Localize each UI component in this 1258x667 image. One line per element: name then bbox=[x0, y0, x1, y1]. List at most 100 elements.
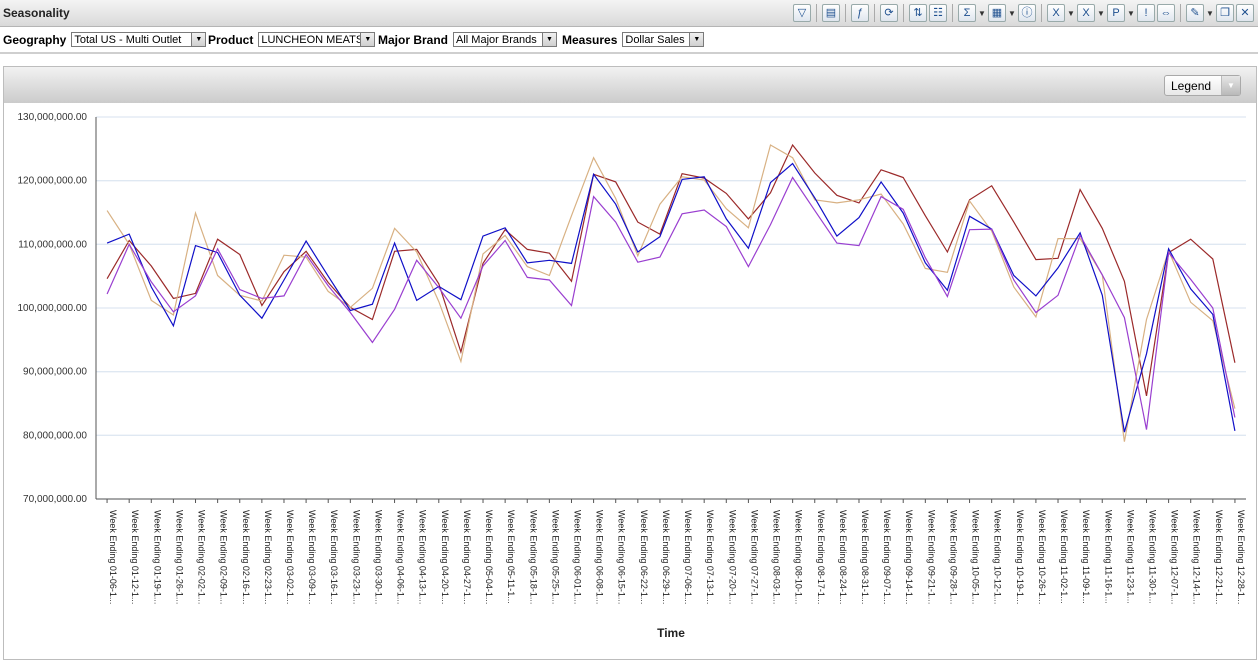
y-tick-label: 110,000,000.00 bbox=[18, 239, 87, 250]
grid-icon[interactable]: ▦ bbox=[988, 4, 1006, 22]
major-brand-label: Major Brand bbox=[378, 32, 449, 47]
product-select[interactable]: LUNCHEON MEATS ▼ bbox=[258, 32, 376, 47]
toolbar-separator bbox=[903, 4, 904, 22]
major-brand-select[interactable]: All Major Brands ▼ bbox=[453, 32, 558, 47]
x-tick-label: Week Ending 09-07-1... bbox=[882, 510, 892, 604]
chevron-down-icon[interactable]: ▼ bbox=[978, 8, 986, 18]
measures-select[interactable]: Dollar Sales ▼ bbox=[622, 32, 705, 47]
chevron-down-icon[interactable]: ▼ bbox=[1097, 8, 1105, 18]
sum-icon[interactable]: Σ bbox=[958, 4, 976, 22]
toolbar-separator bbox=[952, 4, 953, 22]
copy-icon[interactable]: ❐ bbox=[1216, 4, 1234, 22]
x-tick-label: Week Ending 05-04-1... bbox=[484, 510, 494, 604]
major-brand-filter: Major Brand All Major Brands ▼ bbox=[378, 32, 558, 47]
toolbar-separator bbox=[816, 4, 817, 22]
chart-panel-header: Legend ▼ bbox=[4, 67, 1256, 103]
legend-dropdown[interactable]: Legend ▼ bbox=[1164, 75, 1241, 96]
y-tick-label: 120,000,000.00 bbox=[17, 176, 87, 187]
formula-icon[interactable]: ƒ bbox=[851, 4, 869, 22]
powerpoint-icon[interactable]: P bbox=[1107, 4, 1125, 22]
title-bar: Seasonality ▽ ▤ ƒ ⟳ ⇅ ☷ Σ ▼ ▦ ▼ ⓘ X ▼ X ▼ P ▼! ⇔ ✎ ▼ ❐ ✕ bbox=[0, 0, 1258, 27]
chevron-down-icon[interactable]: ▼ bbox=[1206, 8, 1214, 18]
x-tick-label: Week Ending 11-09-1... bbox=[1081, 510, 1091, 604]
y-tick-label: 100,000,000.00 bbox=[17, 303, 87, 314]
x-tick-label: Week Ending 01-26-1... bbox=[174, 510, 184, 604]
alert-icon[interactable]: ! bbox=[1137, 4, 1155, 22]
chevron-down-icon[interactable]: ▼ bbox=[1067, 8, 1075, 18]
seasonality-line-chart: 70,000,000.00 80,000,000.00 90,000,000.00 1… bbox=[17, 112, 1246, 640]
product-value: LUNCHEON MEATS bbox=[261, 33, 361, 46]
measures-value: Dollar Sales bbox=[625, 33, 685, 46]
x-tick-label: Week Ending 07-27-1... bbox=[749, 510, 759, 604]
refresh-icon[interactable]: ⟳ bbox=[880, 4, 898, 22]
measures-label: Measures bbox=[562, 32, 618, 47]
x-tick-label: Week Ending 03-02-1... bbox=[285, 510, 295, 604]
x-tick-label: Week Ending 12-14-1... bbox=[1192, 510, 1202, 604]
chevron-down-icon[interactable]: ▼ bbox=[191, 33, 206, 46]
chart-panel: Legend ▼ 70,000,000.00 80,000,000.00 90,00… bbox=[3, 66, 1257, 660]
geography-filter: Geography Total US - Multi Outlet ▼ bbox=[3, 32, 207, 47]
x-tick-label: Week Ending 03-23-1... bbox=[351, 510, 361, 604]
excel-icon[interactable]: X bbox=[1077, 4, 1095, 22]
sort-icon[interactable]: ⇅ bbox=[909, 4, 927, 22]
tools-icon[interactable]: ✕ bbox=[1236, 4, 1254, 22]
chevron-down-icon[interactable]: ▼ bbox=[1127, 8, 1135, 18]
x-tick-label: Week Ending 06-01-1... bbox=[572, 510, 582, 604]
columns-icon[interactable]: ☷ bbox=[929, 4, 947, 22]
geography-select[interactable]: Total US - Multi Outlet ▼ bbox=[71, 32, 207, 47]
geography-label: Geography bbox=[3, 32, 67, 47]
chevron-down-icon[interactable]: ▼ bbox=[360, 33, 375, 46]
excel-export-icon[interactable]: X bbox=[1047, 4, 1065, 22]
x-tick-label: Week Ending 11-16-1... bbox=[1103, 510, 1113, 604]
table-icon[interactable]: ▤ bbox=[822, 4, 840, 22]
series-line-4 bbox=[106, 176, 1236, 430]
chevron-down-icon[interactable]: ▼ bbox=[689, 33, 704, 46]
product-filter: Product LUNCHEON MEATS ▼ bbox=[208, 32, 376, 47]
chevron-down-icon[interactable]: ▼ bbox=[1221, 76, 1240, 95]
series-line-3 bbox=[106, 162, 1236, 433]
filter-icon[interactable]: ▽ bbox=[793, 4, 811, 22]
x-tick-label: Week Ending 02-02-1... bbox=[197, 510, 207, 604]
x-tick-label: Week Ending 06-22-1... bbox=[639, 510, 649, 604]
info-icon[interactable]: ⓘ bbox=[1018, 4, 1036, 22]
x-tick-label: Week Ending 11-30-1... bbox=[1147, 510, 1157, 604]
y-tick-label: 90,000,000.00 bbox=[23, 367, 87, 378]
x-tick-label: Week Ending 01-12-1... bbox=[130, 510, 140, 604]
measures-filter: Measures Dollar Sales ▼ bbox=[562, 32, 705, 47]
x-tick-label: Week Ending 11-23-1... bbox=[1125, 510, 1135, 604]
toolbar: ▽ ▤ ƒ ⟳ ⇅ ☷ Σ ▼ ▦ ▼ ⓘ X ▼ X ▼ P ▼! ⇔ ✎ ▼ ❐ ✕ bbox=[793, 3, 1254, 23]
x-tick-label: Week Ending 02-09-1... bbox=[219, 510, 229, 604]
x-tick-label: Week Ending 11-02-1... bbox=[1059, 510, 1069, 604]
x-tick-label: Week Ending 01-06-1... bbox=[108, 510, 118, 604]
chevron-down-icon[interactable]: ▼ bbox=[1008, 8, 1016, 18]
edit-icon[interactable]: ✎ bbox=[1186, 4, 1204, 22]
x-tick-label: Week Ending 03-30-1... bbox=[373, 510, 383, 604]
x-tick-label: Week Ending 10-26-1... bbox=[1037, 510, 1047, 604]
x-tick-label: Week Ending 04-06-1... bbox=[396, 510, 406, 604]
toolbar-separator bbox=[1041, 4, 1042, 22]
x-tick-label: Week Ending 12-07-1... bbox=[1170, 510, 1180, 604]
x-tick-label: Week Ending 05-18-1... bbox=[528, 510, 538, 604]
major-brand-value: All Major Brands bbox=[456, 33, 537, 46]
x-tick-label: Week Ending 09-14-1... bbox=[904, 510, 914, 604]
x-tick-label: Week Ending 04-13-1... bbox=[418, 510, 428, 604]
x-tick-label: Week Ending 10-12-1... bbox=[993, 510, 1003, 604]
x-tick-label: Week Ending 05-25-1... bbox=[550, 510, 560, 604]
product-label: Product bbox=[208, 32, 254, 47]
x-tick-label: Week Ending 07-13-1... bbox=[705, 510, 715, 604]
x-tick-label: Week Ending 03-09-1... bbox=[307, 510, 317, 604]
legend-label: Legend bbox=[1171, 78, 1212, 93]
x-tick-label: Week Ending 08-03-1... bbox=[772, 510, 782, 604]
x-tick-label: Week Ending 12-28-1... bbox=[1236, 510, 1246, 604]
x-axis-title: Time bbox=[657, 626, 685, 640]
compare-icon[interactable]: ⇔ bbox=[1157, 4, 1175, 22]
window-title: Seasonality bbox=[3, 6, 70, 20]
x-tick-label: Week Ending 05-11-1... bbox=[506, 510, 516, 604]
y-tick-label: 130,000,000.00 bbox=[17, 112, 87, 123]
x-tick-label: Week Ending 06-29-1... bbox=[661, 510, 671, 604]
x-tick-label: Week Ending 04-20-1... bbox=[440, 510, 450, 604]
x-tick-label: Week Ending 12-21-1... bbox=[1214, 510, 1224, 604]
x-tick-label: Week Ending 08-31-1... bbox=[860, 510, 870, 604]
x-tick-label: Week Ending 03-16-1... bbox=[329, 510, 339, 604]
chevron-down-icon[interactable]: ▼ bbox=[542, 33, 557, 46]
